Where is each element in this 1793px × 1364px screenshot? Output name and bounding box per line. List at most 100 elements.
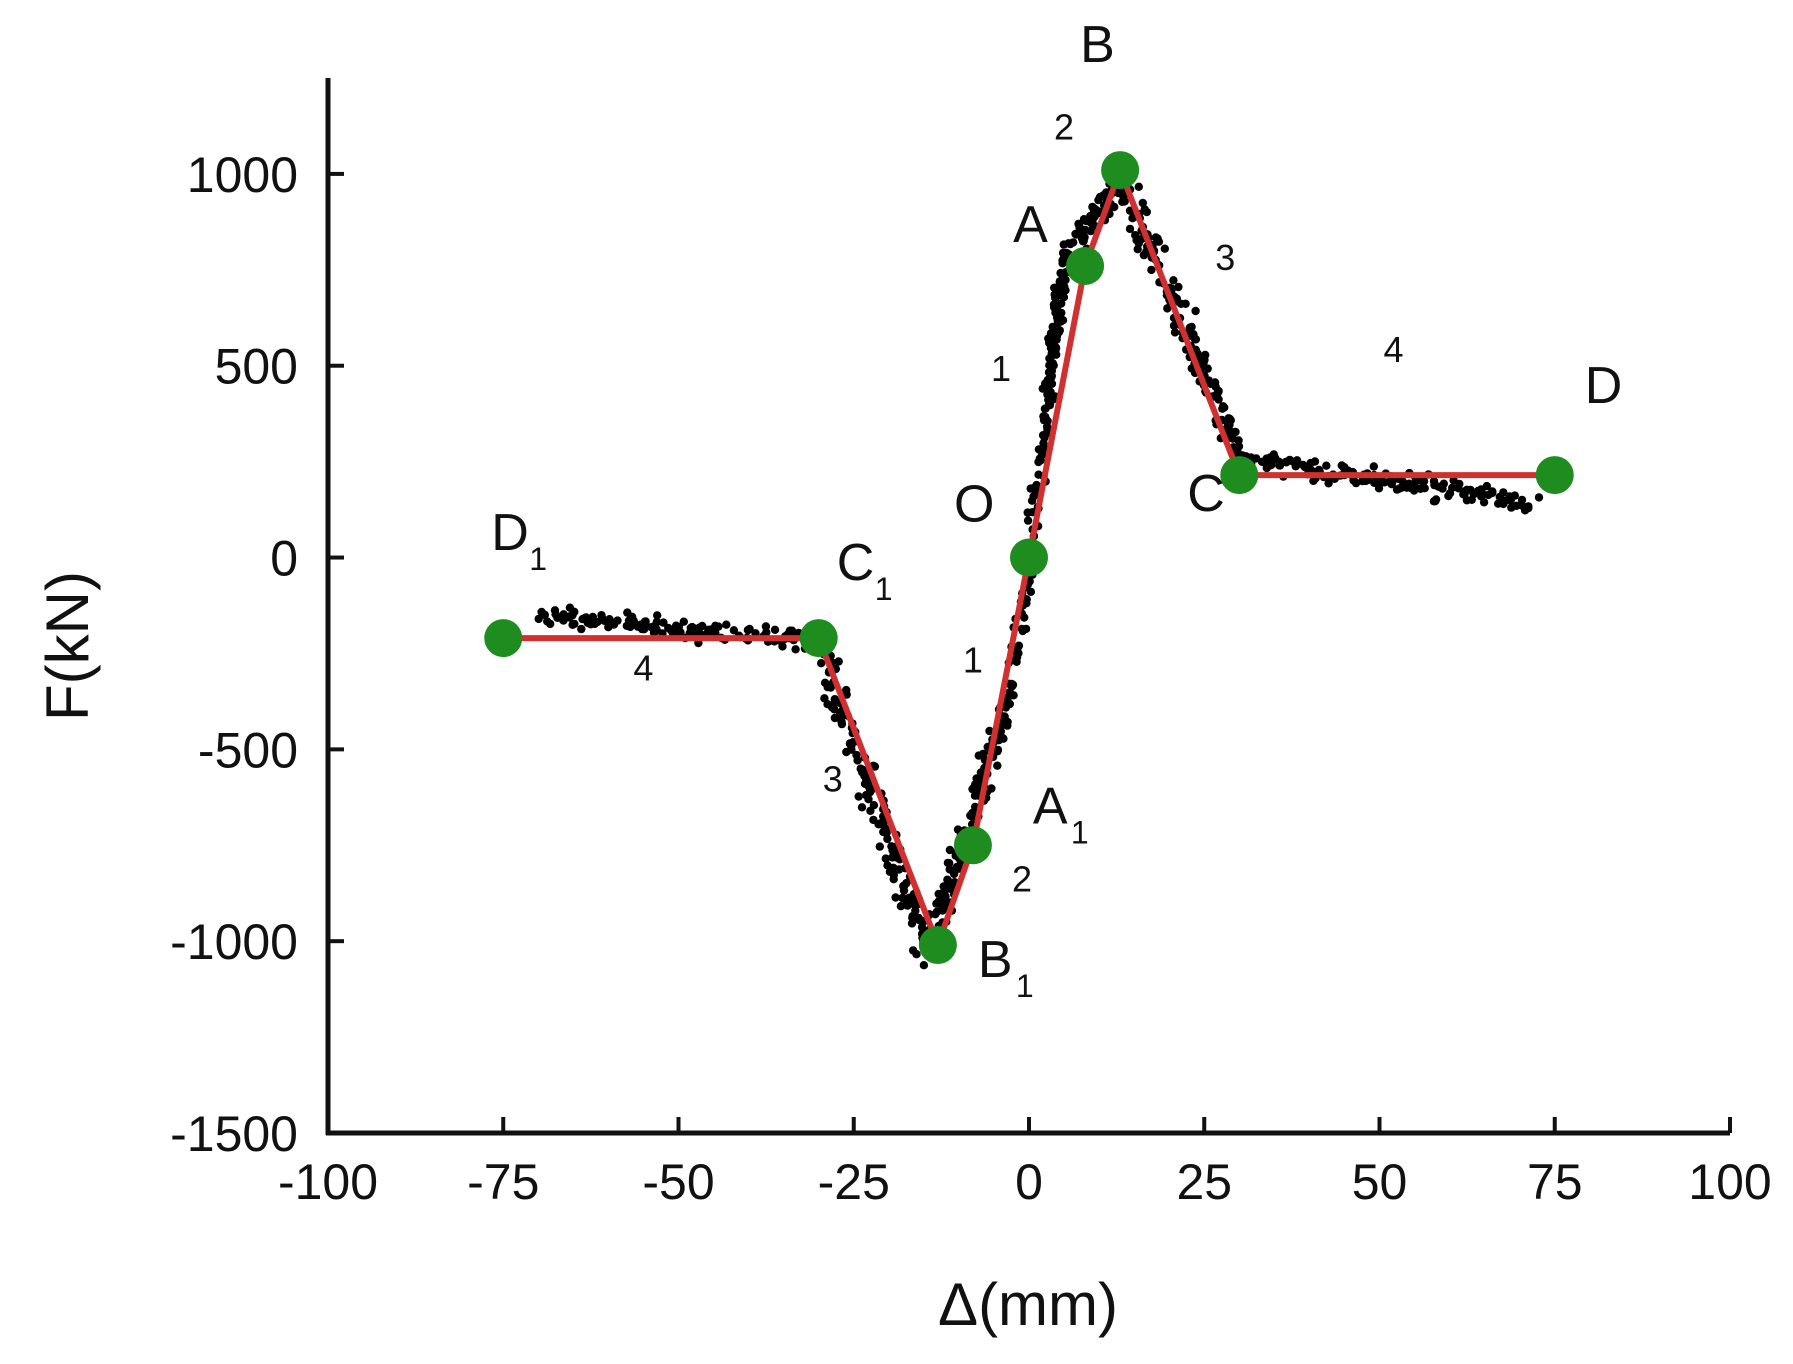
scatter-point (943, 858, 953, 868)
scatter-point (1262, 460, 1271, 469)
scatter-point (1476, 485, 1486, 494)
scatter-point (1459, 490, 1468, 499)
x-tick-label: 100 (1688, 1154, 1771, 1210)
scatter-point (870, 762, 880, 771)
scatter-point (1210, 378, 1220, 387)
scatter-point (1049, 361, 1058, 370)
scatter-point (787, 626, 797, 635)
y-tick-label: -500 (198, 722, 298, 778)
scatter-point (565, 613, 574, 622)
scatter-point (534, 614, 543, 624)
scatter-point (1088, 216, 1097, 225)
y-tick-label: -1500 (170, 1106, 298, 1162)
scatter-point (837, 717, 846, 726)
key-point-d (1535, 456, 1574, 495)
scatter-point (1037, 450, 1047, 460)
scatter-point (970, 782, 979, 792)
scatter-point (1147, 265, 1156, 275)
scatter-point (862, 790, 871, 800)
scatter-point (1479, 498, 1489, 507)
scatter-point (1120, 197, 1129, 206)
scatter-point (883, 861, 892, 870)
y-tick-label: 500 (215, 339, 298, 395)
scatter-point (854, 792, 863, 801)
scatter-point (902, 897, 912, 906)
scatter-point (762, 628, 771, 637)
scatter-point (853, 756, 862, 765)
scatter-point (891, 893, 900, 902)
key-point-b1 (918, 926, 957, 965)
segment-label: 4 (633, 647, 653, 688)
y-axis-title: F(kN) (34, 571, 101, 721)
segment-label: 2 (1054, 106, 1074, 147)
scatter-point (1438, 484, 1447, 493)
scatter-point (1271, 454, 1280, 463)
scatter-point (714, 622, 723, 631)
scatter-point (1038, 431, 1048, 440)
scatter-point (952, 862, 961, 872)
point-label-subscript: 1 (1016, 968, 1034, 1004)
scatter-point (1466, 485, 1475, 495)
scatter-point (1041, 379, 1050, 388)
scatter-point (1095, 192, 1105, 202)
scatter-point (974, 751, 983, 760)
scatter-point (1034, 457, 1043, 467)
scatter-point (1066, 239, 1075, 249)
segment-label: 3 (1215, 237, 1235, 278)
scatter-point (1282, 458, 1291, 467)
key-point-b (1101, 151, 1140, 190)
scatter-point (1009, 691, 1018, 700)
point-label-c: C (1187, 465, 1225, 523)
point-label-d1: D (491, 504, 529, 562)
scatter-point (593, 617, 602, 627)
point-label-b: B (1080, 16, 1115, 74)
scatter-point (869, 801, 879, 810)
scatter-point (1163, 304, 1172, 313)
point-label-c1: C (837, 534, 875, 592)
scatter-point (1090, 207, 1099, 216)
scatter-point (1289, 457, 1298, 466)
scatter-point (1059, 253, 1069, 263)
x-tick-label: -75 (467, 1154, 539, 1210)
scatter-point (825, 682, 835, 692)
scatter-point (578, 614, 587, 624)
scatter-point (1499, 488, 1508, 497)
scatter-point (879, 827, 888, 837)
scatter-point (1047, 349, 1056, 358)
scatter-point (875, 842, 884, 851)
x-tick-label: -25 (818, 1154, 890, 1210)
segment-label: 4 (1384, 329, 1404, 370)
scatter-point (856, 764, 865, 773)
point-label-a1: A (1033, 777, 1068, 835)
scatter-point (1324, 479, 1333, 488)
scatter-point (1058, 288, 1067, 298)
scatter-point (820, 694, 829, 703)
scatter-point (1026, 587, 1036, 596)
scatter-point (1007, 679, 1016, 689)
scatter-point (834, 657, 843, 666)
scatter-point (1420, 484, 1429, 493)
scatter-point (1023, 516, 1033, 525)
x-tick-label: -50 (642, 1154, 714, 1210)
scatter-point (945, 845, 955, 855)
scatter-point (907, 919, 917, 928)
ticks: -100 -75 -50 -25 0 25 50 75 100 -1500 -1000 -500 0 50… (170, 147, 1772, 1210)
scatter-point (944, 879, 953, 889)
scatter-point (830, 705, 839, 714)
scatter-point (817, 659, 826, 668)
scatter-point (1405, 479, 1414, 488)
scatter-point (1160, 244, 1170, 253)
scatter-point (537, 607, 546, 617)
y-tick-label: 1000 (187, 147, 298, 203)
key-point-d1 (484, 619, 523, 658)
scatter-point (1142, 207, 1152, 217)
point-label-o: O (954, 476, 994, 534)
x-tick-label: 75 (1527, 1154, 1583, 1210)
x-tick-label: 0 (1015, 1154, 1043, 1210)
scatter-point (551, 610, 560, 619)
key-point-c (1220, 456, 1259, 495)
scatter-point (1369, 462, 1379, 471)
scatter-point (568, 620, 577, 629)
scatter-point (1170, 328, 1180, 337)
